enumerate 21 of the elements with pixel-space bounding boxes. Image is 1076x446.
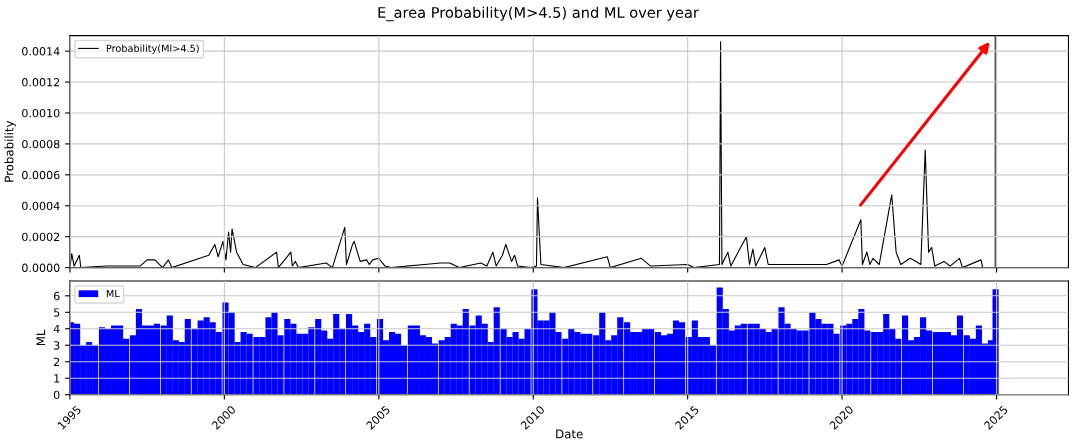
y-axis-title: ML <box>36 329 46 346</box>
legend-label: Probability(Ml>4.5) <box>106 44 199 54</box>
y-tick-label: 6 <box>53 291 60 301</box>
y-tick-label: 0.0000 <box>22 263 60 272</box>
y-tick-label: 4 <box>53 324 60 333</box>
y-tick-label: 0.0006 <box>22 170 60 180</box>
y-axis-title: Probability <box>4 120 16 182</box>
x-axis-title: Date <box>556 429 583 439</box>
legend-label: ML <box>106 290 120 298</box>
y-tick-label: 0.0008 <box>22 139 60 149</box>
y-tick-label: 0.0002 <box>22 232 60 242</box>
y-tick-label: 5 <box>54 308 60 317</box>
y-tick-label: 3 <box>54 341 60 350</box>
y-tick-label: 0.0014 <box>22 47 60 56</box>
y-tick-label: 0.0004 <box>22 201 60 211</box>
chart-title: E_area Probability(M>4.5) and ML over year <box>378 6 699 22</box>
y-tick-label: 0 <box>53 390 60 400</box>
y-tick-label: 2 <box>53 357 60 366</box>
y-tick-label: 0.0012 <box>22 78 60 87</box>
y-tick-label: 1 <box>54 374 60 383</box>
y-tick-label: 0.0010 <box>22 108 60 118</box>
